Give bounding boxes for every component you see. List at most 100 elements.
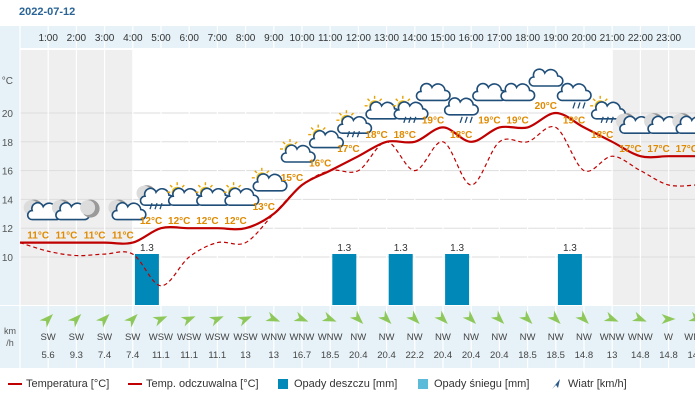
wind-arrow-icon xyxy=(661,314,676,324)
feels-like-line xyxy=(19,125,695,287)
wind-unit-bottom: /h xyxy=(6,338,14,348)
sun-cloudy-icon xyxy=(308,124,344,149)
wind-direction-label: NW xyxy=(435,332,451,343)
hour-label: 5:00 xyxy=(151,33,171,44)
temperature-label: 20°C xyxy=(535,101,557,112)
hour-label: 3:00 xyxy=(95,33,115,44)
wind-direction-label: WNW xyxy=(684,332,695,343)
wind-direction-label: SW xyxy=(125,332,140,343)
hour-label: 19:00 xyxy=(543,33,568,44)
hour-label: 11:00 xyxy=(318,33,343,44)
temperature-label: 17°C xyxy=(676,144,695,155)
hour-label: 4:00 xyxy=(123,33,143,44)
wind-speed-label: 20.4 xyxy=(490,350,509,361)
wind-direction-label: NW xyxy=(491,332,507,343)
wind-direction-label: NW xyxy=(548,332,564,343)
hour-label: 9:00 xyxy=(264,33,284,44)
wind-arrow-icon xyxy=(519,310,533,324)
hour-label: 16:00 xyxy=(459,33,484,44)
wind-arrow-icon xyxy=(124,314,138,328)
rain-swatch xyxy=(278,379,288,389)
rain-value-label: 1.3 xyxy=(563,243,577,254)
legend-wind: Wiatr [km/h] xyxy=(550,378,627,390)
sun-cloudy-icon xyxy=(280,139,316,163)
wind-arrow-icon xyxy=(575,310,589,324)
wind-area xyxy=(0,306,695,368)
cloud-rain-icon xyxy=(443,97,479,124)
sun-cloudy-icon xyxy=(251,167,288,192)
temperature-label: 18°C xyxy=(450,130,472,141)
y-tick-label: 14 xyxy=(2,195,14,206)
wind-speed-label: 5.6 xyxy=(41,350,54,361)
cloud-icon xyxy=(415,82,451,102)
temperature-label: 19°C xyxy=(563,115,585,126)
rain-value-label: 1.3 xyxy=(140,243,154,254)
rain-value-label: 1.3 xyxy=(394,243,408,254)
wind-direction-label: WSW xyxy=(149,332,173,343)
wind-speed-label: 20.4 xyxy=(349,350,368,361)
legend-snow: Opady śniegu [mm] xyxy=(418,378,529,390)
wind-arrow-icon xyxy=(490,310,505,324)
wind-arrow-icon xyxy=(349,310,364,324)
wind-arrow-icon xyxy=(462,310,477,324)
sun-cloudy-icon xyxy=(364,95,401,120)
temperature-label: 12°C xyxy=(140,216,162,227)
wind-speed-label: 18.5 xyxy=(321,350,340,361)
wind-arrow-icon xyxy=(688,311,695,322)
y-unit-label: °C xyxy=(2,76,13,87)
cloud-rain-icon xyxy=(556,82,592,109)
wind-speed-label: 18.5 xyxy=(518,350,537,361)
cloud-icon xyxy=(500,82,536,102)
wind-direction-label: NW xyxy=(463,332,479,343)
rain-bar xyxy=(332,254,357,305)
wind-direction-label: WSW xyxy=(177,332,201,343)
wind-speed-label: 13 xyxy=(607,350,618,361)
temperature-label: 16°C xyxy=(309,159,331,170)
moon-cloudy-icon xyxy=(615,113,655,134)
rain-bar xyxy=(134,254,159,305)
sun-rain-icon xyxy=(336,110,373,138)
wind-speed-label: 14.8 xyxy=(631,350,650,361)
temperature-label: 12°C xyxy=(168,216,190,227)
wind-arrow-icon xyxy=(265,311,281,322)
legend-feels-like: Temp. odczuwalna [°C] xyxy=(128,378,259,390)
wind-arrow-icon xyxy=(152,316,168,327)
wind-arrow-icon xyxy=(96,314,110,328)
y-tick-label: 10 xyxy=(2,253,14,264)
temperature-label: 17°C xyxy=(337,144,359,155)
wind-speed-label: 18.5 xyxy=(546,350,565,361)
y-tick-label: 16 xyxy=(2,167,14,178)
wind-speed-label: 13 xyxy=(240,350,251,361)
hour-label: 6:00 xyxy=(179,33,199,44)
y-tick-label: 20 xyxy=(2,109,14,120)
hour-label: 23:00 xyxy=(656,33,681,44)
wind-speed-label: 13 xyxy=(268,350,279,361)
hour-label: 8:00 xyxy=(236,33,256,44)
moon-icon xyxy=(80,199,100,218)
rain-bar xyxy=(557,254,582,305)
wind-direction-label: WNW xyxy=(600,332,625,343)
wind-arrow-icon xyxy=(39,314,54,328)
wind-arrow-icon xyxy=(237,316,252,327)
temperature-label: 12°C xyxy=(196,216,218,227)
temperature-label: 12°C xyxy=(224,216,246,227)
snow-swatch xyxy=(418,379,428,389)
moon-cloudy-icon xyxy=(672,113,695,134)
sun-cloudy-icon xyxy=(223,182,260,206)
wind-speed-label: 11.1 xyxy=(152,350,170,361)
wind-speed-label: 20.4 xyxy=(462,350,481,361)
wind-speed-label: 9.3 xyxy=(70,350,83,361)
hour-label: 15:00 xyxy=(430,33,455,44)
wind-arrow-icon xyxy=(180,316,196,327)
cloud-icon xyxy=(528,68,564,87)
sun-rain-icon xyxy=(392,95,429,124)
temperature-label: 11°C xyxy=(56,231,78,242)
wind-direction-label: WNW xyxy=(290,332,315,343)
wind-speed-label: 14.8 xyxy=(687,350,695,361)
legend-rain: Opady deszczu [mm] xyxy=(278,378,397,390)
temperature-label: 19°C xyxy=(422,115,444,126)
hour-label: 17:00 xyxy=(487,33,512,44)
date-label: 2022-07-12 xyxy=(19,6,76,18)
